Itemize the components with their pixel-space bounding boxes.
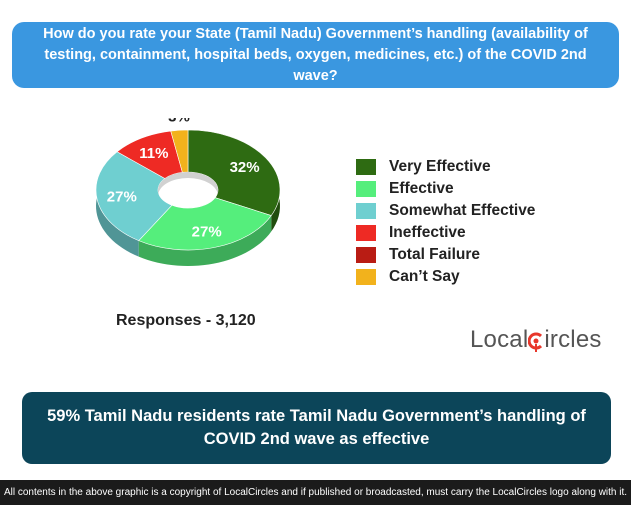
legend-item: Ineffective (356, 222, 535, 244)
logo-text-left: Local (470, 326, 529, 353)
logo-text-right: ircles (544, 326, 602, 353)
question-banner: How do you rate your State (Tamil Nadu) … (12, 22, 619, 88)
donut-hole-shade (158, 172, 218, 196)
pie-slice-side (138, 215, 272, 266)
localcircles-logo: Local ircles (470, 326, 602, 354)
legend-label: Ineffective (389, 224, 466, 241)
legend-item: Effective (356, 178, 535, 200)
legend-swatch (356, 203, 376, 219)
legend-swatch (356, 159, 376, 175)
slice-label: 11% (139, 145, 168, 162)
copyright-footer: All contents in the above graphic is a c… (0, 480, 631, 505)
summary-text: 59% Tamil Nadu residents rate Tamil Nadu… (47, 407, 586, 448)
logo-circle-icon (528, 331, 544, 352)
pie-slice (187, 129, 281, 216)
legend-swatch (356, 225, 376, 241)
chart-legend: Very Effective Effective Somewhat Effectiv… (356, 156, 535, 288)
legend-label: Can’t Say (389, 268, 460, 285)
legend-label: Effective (389, 180, 454, 197)
slice-label: 32% (230, 159, 260, 176)
legend-swatch (356, 247, 376, 263)
legend-swatch (356, 181, 376, 197)
legend-label: Very Effective (389, 158, 491, 175)
legend-label: Total Failure (389, 246, 481, 263)
pie-slice (138, 197, 272, 251)
slice-label: 27% (192, 223, 222, 240)
legend-item: Somewhat Effective (356, 200, 535, 222)
legend-item: Very Effective (356, 156, 535, 178)
responses-count: Responses - 3,120 (116, 312, 256, 329)
legend-item: Total Failure (356, 244, 535, 266)
summary-banner: 59% Tamil Nadu residents rate Tamil Nadu… (22, 392, 611, 464)
legend-label: Somewhat Effective (389, 202, 536, 219)
slice-label: 3% (168, 118, 190, 125)
legend-item: Can’t Say (356, 266, 535, 288)
pie-slice (95, 151, 173, 242)
slice-label: 27% (107, 189, 137, 206)
legend-swatch (356, 269, 376, 285)
donut-chart: 32% 27% 27% 11% 3% (95, 118, 281, 266)
pie-slice (170, 129, 189, 173)
question-text: How do you rate your State (Tamil Nadu) … (43, 25, 588, 84)
copyright-text: All contents in the above graphic is a c… (3, 487, 628, 498)
